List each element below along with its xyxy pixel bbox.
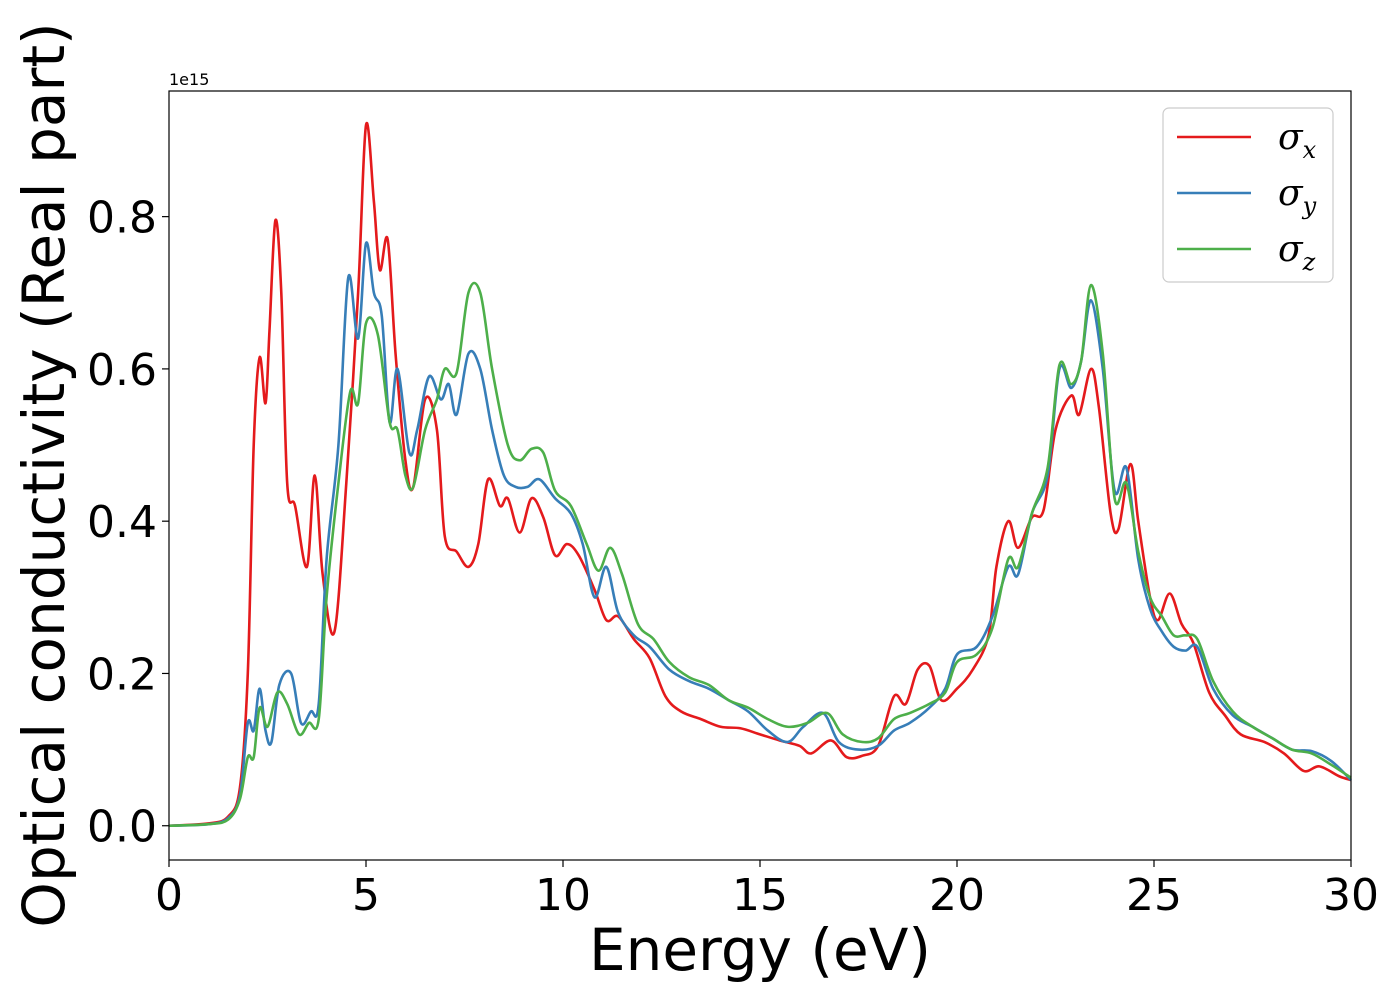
series-line-sigma-x [168, 121, 1352, 828]
legend-label-sigma-x: σx [1278, 117, 1317, 164]
x-tick-label: 0 [155, 870, 183, 921]
x-tick-label: 5 [352, 870, 380, 921]
y-axis-ticks: 0.0 0.2 0.4 0.6 0.8 [87, 193, 169, 853]
y-axis-label: Optical conductivity (Real part) [10, 22, 78, 927]
x-tick-label: 15 [732, 870, 788, 921]
x-tick-label: 10 [535, 870, 591, 921]
y-tick-label: 0.8 [87, 193, 157, 244]
legend-subscript: x [1303, 136, 1317, 164]
series-line-sigma-z [168, 281, 1352, 828]
x-axis-label: Energy (eV) [589, 916, 931, 984]
x-tick-label: 20 [929, 870, 985, 921]
y-tick-label: 0.6 [87, 345, 157, 396]
y-tick-label: 0.0 [87, 802, 157, 853]
legend-symbol: σ [1278, 117, 1304, 158]
legend-label-sigma-y: σy [1278, 173, 1317, 220]
series-line-sigma-y [168, 241, 1352, 828]
legend-symbol: σ [1278, 173, 1304, 214]
legend-subscript: y [1302, 192, 1317, 220]
y-tick-label: 0.4 [87, 497, 157, 548]
legend-subscript: z [1302, 248, 1316, 276]
y-tick-label: 0.2 [87, 649, 157, 700]
x-tick-label: 25 [1126, 870, 1182, 921]
legend-box [1162, 107, 1334, 283]
x-tick-label: 30 [1323, 870, 1379, 921]
legend-symbol: σ [1278, 229, 1304, 270]
x-axis-ticks: 0 5 10 15 20 25 30 [155, 860, 1379, 921]
series-layer [168, 121, 1352, 828]
legend-label-sigma-z: σz [1278, 229, 1316, 276]
y-offset-label: 1e15 [169, 70, 209, 89]
